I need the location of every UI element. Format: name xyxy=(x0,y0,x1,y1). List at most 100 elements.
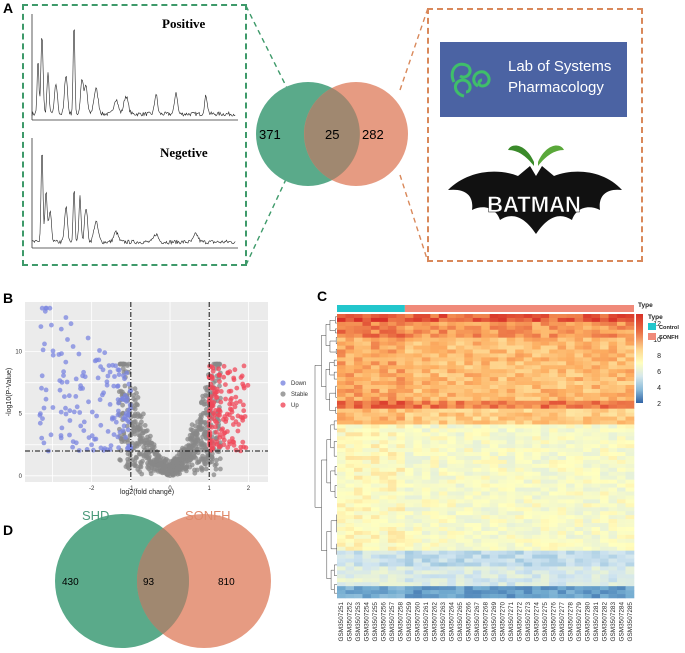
heatmap-cell xyxy=(413,463,423,469)
heatmap-cell xyxy=(625,325,635,331)
volcano-point-742 xyxy=(50,405,56,410)
heatmap-cell xyxy=(608,487,618,492)
heatmap-cell xyxy=(438,392,448,398)
heatmap-cell xyxy=(506,519,516,524)
heatmap-cell xyxy=(396,337,406,342)
heatmap-cell xyxy=(617,566,626,571)
heatmap-cell xyxy=(362,558,372,563)
heatmap-cell xyxy=(540,424,550,429)
heatmap-cell xyxy=(438,511,448,516)
heatmap-cell xyxy=(353,467,363,473)
heatmap-cell xyxy=(447,388,457,394)
heatmap-cell xyxy=(396,487,406,492)
volcano-point-647 xyxy=(146,455,152,461)
heatmap-cell xyxy=(608,582,618,587)
heatmap-cell xyxy=(566,554,575,559)
heatmap-cell xyxy=(421,400,431,406)
heatmap-cell xyxy=(549,574,558,579)
volcano-legend-label: Up xyxy=(291,403,299,409)
volcano-point-951 xyxy=(232,404,238,410)
heatmap-cell xyxy=(489,392,499,398)
heatmap-cell xyxy=(481,337,491,342)
heatmap-sample-label: GSM3507257 xyxy=(389,602,396,642)
heatmap-cell xyxy=(353,463,363,469)
heatmap-cell xyxy=(387,385,397,390)
heatmap-cell xyxy=(362,574,372,579)
heatmap-cell xyxy=(464,400,474,406)
heatmap-cell xyxy=(574,329,584,335)
heatmap-cell xyxy=(489,570,499,575)
heatmap-cell xyxy=(387,361,397,366)
heatmap-cell xyxy=(574,475,584,480)
heatmap-cell xyxy=(447,416,457,421)
heatmap-cell xyxy=(489,448,499,453)
heatmap-cell xyxy=(370,582,380,587)
heatmap-cell xyxy=(413,554,423,559)
heatmap-cell xyxy=(600,404,609,409)
heatmap-sample-label: GSM3507285 xyxy=(627,602,634,642)
heatmap-cell xyxy=(557,404,567,409)
heatmap-cell xyxy=(438,341,448,346)
heatmap-cell xyxy=(404,452,414,457)
heatmap-cell xyxy=(413,349,423,354)
heatmap-cell xyxy=(379,586,389,591)
volcano-point-966 xyxy=(210,438,216,443)
heatmap-cell xyxy=(583,436,592,441)
volcano-point-540 xyxy=(201,442,207,447)
heatmap-cell xyxy=(345,546,355,551)
heatmap-cell xyxy=(387,519,397,524)
heatmap-cell xyxy=(583,314,592,319)
heatmap-cell xyxy=(625,546,635,551)
heatmap-cell xyxy=(396,530,406,536)
heatmap-cell xyxy=(600,456,609,461)
heatmap-scale-tick: 2 xyxy=(657,401,661,408)
heatmap-cell xyxy=(532,388,541,394)
heatmap-cell xyxy=(540,546,550,551)
heatmap-cell xyxy=(523,570,533,575)
heatmap-cell xyxy=(362,420,372,425)
heatmap-cell xyxy=(591,329,601,335)
heatmap-cell xyxy=(489,373,499,378)
heatmap-cell xyxy=(608,586,618,591)
heatmap-cell xyxy=(574,420,584,425)
heatmap-cell xyxy=(430,554,440,559)
heatmap-cell xyxy=(464,388,474,394)
heatmap-cell xyxy=(515,471,524,477)
heatmap-cell xyxy=(506,456,516,461)
volcano-point-603 xyxy=(203,385,208,391)
heatmap-cell xyxy=(396,471,406,477)
heatmap-cell xyxy=(447,436,457,441)
heatmap-cell xyxy=(515,507,524,512)
heatmap-cell xyxy=(625,341,635,346)
volcano-point-671 xyxy=(143,428,149,434)
heatmap-sample-label: GSM3507280 xyxy=(584,602,591,642)
volcano-point-986 xyxy=(206,419,212,425)
heatmap-cell xyxy=(337,440,346,445)
heatmap-cell xyxy=(574,436,584,441)
heatmap-cell xyxy=(557,554,567,559)
heatmap-cell xyxy=(455,412,465,417)
heatmap-cell xyxy=(506,432,516,437)
heatmap-cell xyxy=(472,357,482,362)
heatmap-cell xyxy=(438,440,448,445)
heatmap-cell xyxy=(600,432,609,437)
heatmap-cell xyxy=(379,428,389,433)
heatmap-cell xyxy=(379,385,389,390)
heatmap-cell xyxy=(557,507,567,512)
heatmap-cell xyxy=(583,495,592,500)
heatmap-cell xyxy=(447,550,457,555)
volcano-point-833 xyxy=(38,411,43,417)
heatmap-cell xyxy=(404,467,414,473)
heatmap-cell xyxy=(498,412,508,417)
heatmap-cell xyxy=(625,404,635,409)
heatmap-cell xyxy=(345,471,355,477)
heatmap-cell xyxy=(447,400,457,406)
heatmap-cell xyxy=(540,503,550,508)
volcano-point-790 xyxy=(78,423,84,429)
heatmap-cell xyxy=(625,396,635,402)
heatmap-cell xyxy=(472,546,482,551)
heatmap-cell xyxy=(396,511,406,516)
heatmap-cell xyxy=(430,420,440,425)
heatmap-cell xyxy=(464,420,474,425)
heatmap-cell xyxy=(353,377,363,382)
